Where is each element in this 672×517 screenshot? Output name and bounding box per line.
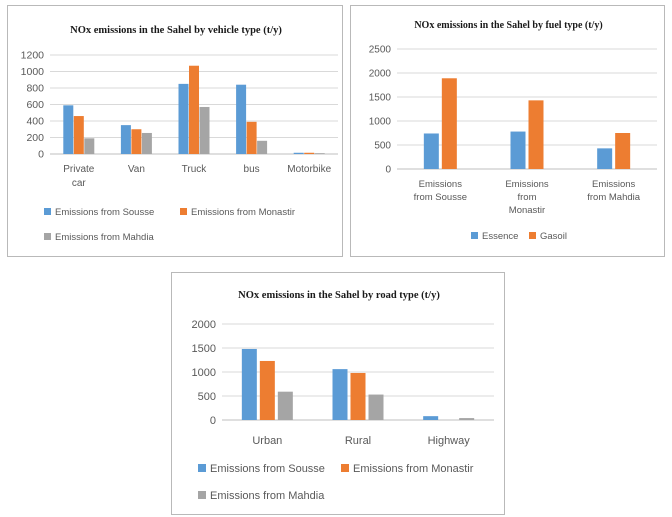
x-tick-label: Van: [128, 164, 145, 175]
y-tick-label: 500: [374, 141, 391, 152]
bar: [84, 138, 95, 154]
chart-title: NOx emissions in the Sahel by fuel type …: [414, 20, 602, 31]
x-tick-label: Motorbike: [287, 164, 331, 175]
legend-swatch: [180, 208, 187, 215]
bar: [259, 360, 275, 420]
x-tick-label: Truck: [182, 164, 208, 175]
chart-title: NOx emissions in the Sahel by vehicle ty…: [70, 25, 282, 36]
y-tick-label: 0: [38, 149, 44, 161]
bar: [510, 131, 526, 169]
x-tick-label: Emissions from Mahdia: [587, 179, 641, 203]
legend-label: Emissions from Sousse: [55, 207, 154, 218]
y-tick-label: 400: [26, 116, 44, 128]
bar: [293, 152, 304, 154]
x-tick-label: Rural: [345, 435, 371, 447]
legend-swatch: [529, 232, 536, 239]
bar: [441, 78, 457, 169]
y-tick-label: 0: [385, 165, 391, 176]
legend-swatch: [341, 464, 349, 472]
chart-panel-road: NOx emissions in the Sahel by road type …: [171, 272, 505, 515]
y-tick-label: 2000: [369, 69, 392, 80]
y-tick-label: 1000: [21, 66, 45, 78]
legend-label: Essence: [482, 231, 518, 242]
x-tick-label: Emissions from Sousse: [414, 179, 467, 203]
bar: [236, 84, 247, 154]
bar: [141, 132, 152, 154]
x-tick-label: Private car: [63, 164, 95, 189]
legend-label: Emissions from Sousse: [210, 463, 325, 475]
x-tick-label: Highway: [428, 435, 471, 447]
legend-swatch: [198, 491, 206, 499]
y-tick-label: 1200: [21, 50, 45, 62]
bar: [120, 125, 131, 154]
chart-vehicle-svg: NOx emissions in the Sahel by vehicle ty…: [21, 25, 338, 243]
y-tick-label: 1500: [192, 343, 216, 355]
bar: [277, 391, 293, 420]
bar: [314, 153, 325, 154]
legend-swatch: [44, 233, 51, 240]
bar: [528, 100, 544, 169]
y-tick-label: 1000: [192, 367, 216, 379]
y-tick-label: 600: [26, 99, 44, 111]
bar: [350, 372, 366, 420]
y-tick-label: 800: [26, 83, 44, 95]
bar: [615, 133, 631, 169]
bar: [332, 369, 348, 420]
bar: [73, 116, 84, 154]
bar: [178, 83, 189, 154]
legend-swatch: [471, 232, 478, 239]
y-tick-label: 500: [198, 391, 216, 403]
y-tick-label: 1500: [369, 93, 392, 104]
legend-label: Emissions from Mahdia: [210, 490, 325, 502]
legend-label: Gasoil: [540, 231, 567, 242]
bar: [246, 121, 257, 154]
legend-swatch: [44, 208, 51, 215]
chart-title: NOx emissions in the Sahel by road type …: [238, 290, 440, 301]
legend-swatch: [198, 464, 206, 472]
y-tick-label: 2000: [192, 319, 216, 331]
chart-road-svg: NOx emissions in the Sahel by road type …: [192, 290, 494, 502]
y-tick-label: 2500: [369, 45, 392, 56]
y-tick-label: 0: [210, 415, 216, 427]
chart-panel-vehicle: NOx emissions in the Sahel by vehicle ty…: [7, 5, 343, 257]
bar: [241, 348, 257, 420]
bar: [63, 105, 74, 154]
bar: [423, 133, 439, 169]
bar: [131, 129, 142, 154]
bar: [459, 418, 475, 420]
bar: [597, 148, 613, 169]
legend-label: Emissions from Monastir: [191, 207, 295, 218]
x-tick-label: Emissions from Monastir: [505, 179, 549, 216]
x-tick-label: Urban: [252, 435, 282, 447]
y-tick-label: 1000: [369, 117, 392, 128]
x-tick-label: bus: [244, 164, 260, 175]
chart-fuel-svg: NOx emissions in the Sahel by fuel type …: [369, 20, 657, 242]
chart-panel-fuel: NOx emissions in the Sahel by fuel type …: [350, 5, 665, 257]
bar: [189, 65, 199, 154]
bar: [423, 416, 439, 420]
legend-label: Emissions from Monastir: [353, 463, 474, 475]
bar: [304, 152, 315, 154]
bar: [368, 394, 384, 420]
bar: [257, 140, 268, 154]
bar: [199, 106, 210, 154]
y-tick-label: 200: [26, 132, 44, 144]
legend-label: Emissions from Mahdia: [55, 232, 154, 243]
